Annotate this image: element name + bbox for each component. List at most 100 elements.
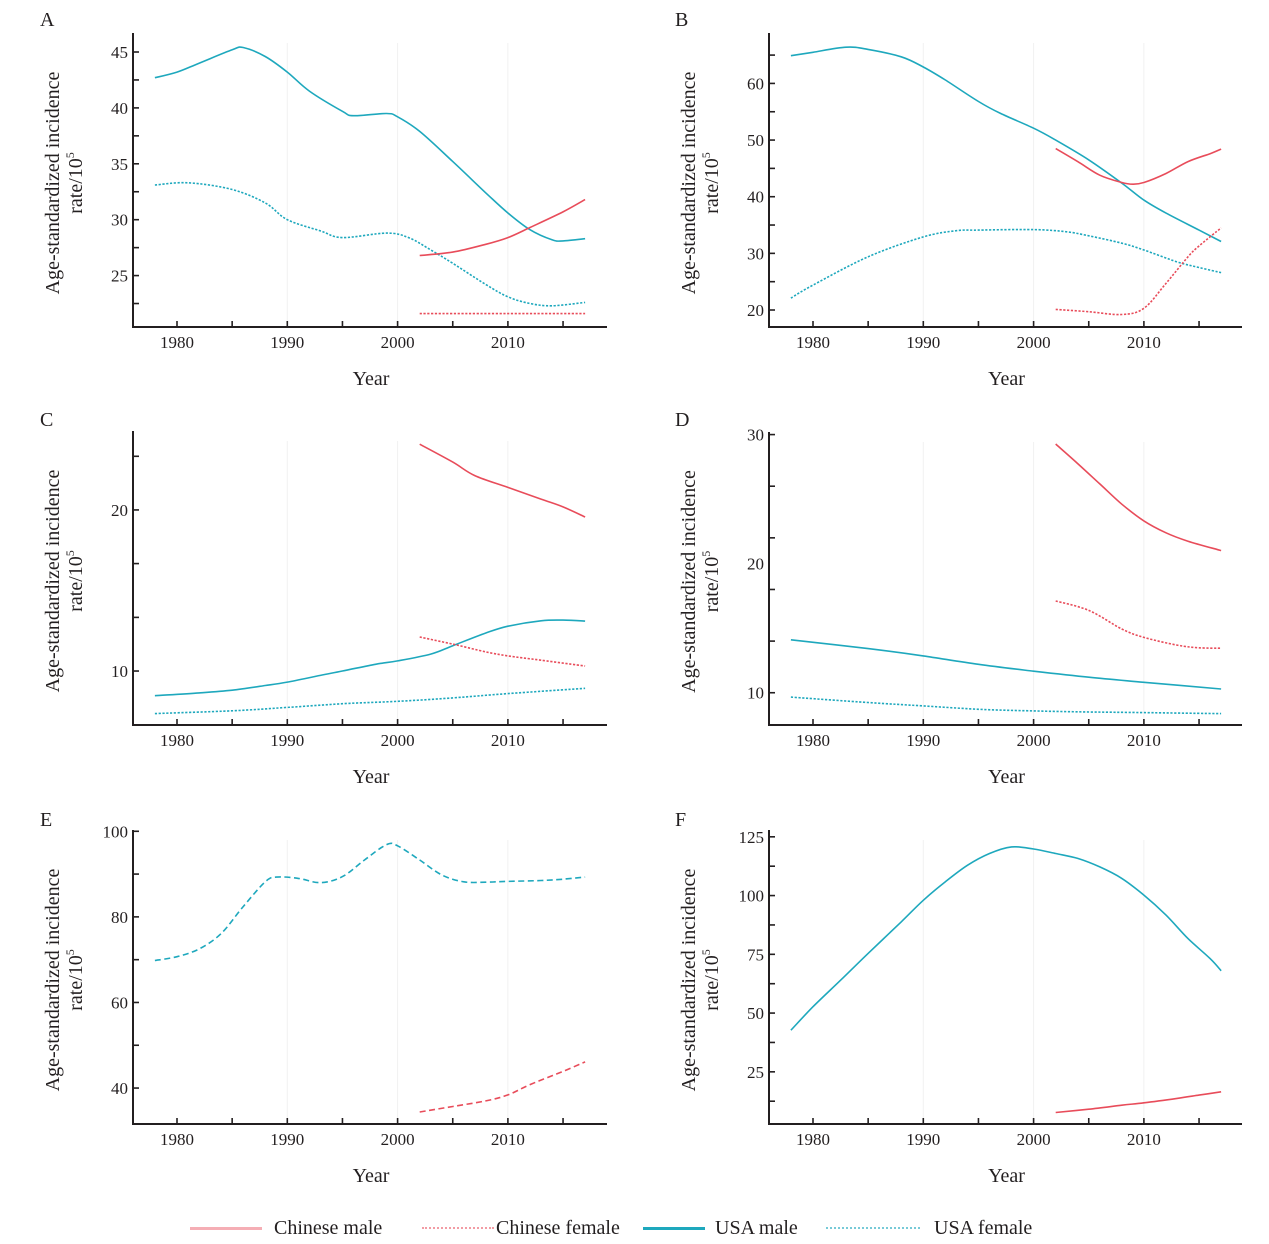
axes [768, 33, 1242, 328]
y-tick-label: 45 [111, 43, 128, 62]
legend-item-chinese-male: Chinese male [190, 1212, 382, 1244]
y-axis-title-line2: rate/105 [699, 551, 723, 613]
x-tick-label: 1990 [270, 731, 304, 750]
y-axis-title-line1: Age-standardized incidence [42, 869, 64, 1092]
y-tick-label: 30 [111, 211, 128, 230]
x-tick-label: 2000 [381, 1130, 415, 1149]
x-tick-label: 2000 [381, 333, 415, 352]
x-tick-label: 2010 [1127, 333, 1161, 352]
x-tick-label: 1980 [796, 333, 830, 352]
y-tick-label: 40 [111, 1079, 128, 1098]
x-tick-label: 1990 [906, 1130, 940, 1149]
series-usa-male [790, 845, 1222, 1031]
legend-swatch-usa-male [643, 1226, 705, 1230]
x-axis-title: Year [988, 766, 1025, 788]
x-axis-title: Year [988, 368, 1025, 390]
axes [132, 431, 607, 726]
y-tick-label: 100 [103, 822, 129, 841]
y-tick-label: 75 [747, 945, 764, 964]
y-tick-label: 125 [739, 828, 765, 847]
y-axis-title-line2: rate/105 [63, 152, 87, 214]
legend-item-usa-male: USA male [643, 1212, 798, 1244]
y-tick-label: 80 [111, 908, 128, 927]
y-tick-label: 100 [739, 887, 765, 906]
y-axis-title-line1: Age-standardized incidence [42, 470, 64, 693]
y-axis-title-line1: Age-standardized incidence [678, 72, 700, 295]
panel-letter: F [675, 809, 686, 831]
y-axis-title-line1: Age-standardized incidence [678, 869, 700, 1092]
y-tick-label: 20 [747, 555, 764, 574]
panel-d: D 1980 1990 2000 2010 10 30 20 Year Age-standardi… [675, 409, 1242, 788]
y-axis-title-line1: Age-standardized incidence [42, 72, 64, 295]
panel-letter: E [40, 809, 52, 831]
panel-e: E 1980 1990 2000 2010 40 60 80 100 Year Age-standa… [40, 809, 607, 1187]
series-usa-female [154, 687, 586, 715]
axes [132, 830, 607, 1125]
x-axis-title: Year [988, 1165, 1025, 1187]
y-tick-label: 50 [747, 131, 764, 150]
y-tick-label: 25 [111, 267, 128, 286]
x-tick-label: 2000 [1017, 1130, 1051, 1149]
x-tick-label: 1990 [906, 333, 940, 352]
y-tick-label: 30 [747, 244, 764, 263]
panel-letter: D [675, 409, 689, 431]
legend-label: USA female [934, 1216, 1033, 1239]
x-tick-label: 2000 [381, 731, 415, 750]
panel-c: C 1980 1990 2000 2010 10 20 Year Age-standardize… [40, 409, 607, 788]
x-axis-title: Year [353, 1165, 390, 1187]
series-chinese-male [1055, 443, 1222, 552]
x-tick-label: 1980 [160, 1130, 194, 1149]
legend-item-usa-female: USA female [826, 1212, 1032, 1244]
series-usa-female [154, 842, 586, 962]
y-tick-label: 60 [111, 993, 128, 1012]
panel-b: B 1980 1990 2000 2010 20 30 40 50 60 Year Age-stand… [675, 9, 1242, 390]
x-tick-label: 2010 [1127, 1130, 1161, 1149]
x-axis-title: Year [353, 766, 390, 788]
panel-letter: A [40, 9, 55, 31]
y-axis-title-line2: rate/105 [699, 949, 723, 1011]
legend: Chinese male Chinese female USA male USA… [0, 1212, 1269, 1244]
legend-label: Chinese female [496, 1216, 620, 1239]
legend-label: Chinese male [274, 1216, 383, 1239]
x-tick-label: 1980 [160, 333, 194, 352]
x-tick-label: 2000 [1017, 333, 1051, 352]
series-usa-female [154, 181, 586, 307]
x-tick-label: 2010 [491, 333, 525, 352]
series-usa-male [790, 46, 1222, 243]
y-tick-label: 20 [111, 501, 128, 520]
series-usa-male [154, 46, 586, 242]
y-axis-title-line2: rate/105 [63, 949, 87, 1011]
x-axis-title: Year [353, 368, 390, 390]
x-tick-label: 2010 [491, 1130, 525, 1149]
series-chinese-female [419, 636, 586, 667]
y-tick-label: 10 [111, 662, 128, 681]
x-tick-label: 1990 [906, 731, 940, 750]
series-chinese-male [1055, 1091, 1222, 1114]
series-chinese-male [419, 443, 586, 518]
legend-swatch-usa-female [826, 1227, 920, 1229]
series-chinese-male [419, 198, 586, 257]
y-axis-title-line1: Age-standardized incidence [678, 470, 700, 693]
legend-label: USA male [715, 1216, 798, 1239]
x-tick-label: 1980 [796, 731, 830, 750]
panel-f: F 1980 1990 2000 2010 25 50 75 100 125 Year Age-sta… [675, 809, 1242, 1187]
y-tick-label: 40 [747, 188, 764, 207]
y-tick-label: 25 [747, 1063, 764, 1082]
x-tick-label: 1980 [796, 1130, 830, 1149]
x-tick-label: 2010 [1127, 731, 1161, 750]
legend-swatch-chinese-male [190, 1226, 262, 1230]
x-tick-label: 1990 [270, 1130, 304, 1149]
series-usa-female [790, 696, 1222, 715]
axes [768, 830, 1242, 1125]
series-chinese-female [419, 1061, 586, 1113]
series-usa-female [790, 228, 1222, 299]
y-tick-label: 30 [747, 426, 764, 445]
y-tick-label: 20 [747, 301, 764, 320]
legend-swatch-chinese-female [422, 1227, 494, 1229]
series-usa-male [790, 639, 1222, 690]
x-tick-label: 2000 [1017, 731, 1051, 750]
y-axis-title-line2: rate/105 [699, 152, 723, 214]
series-chinese-female [1055, 227, 1222, 316]
series-chinese-female [1055, 600, 1222, 649]
